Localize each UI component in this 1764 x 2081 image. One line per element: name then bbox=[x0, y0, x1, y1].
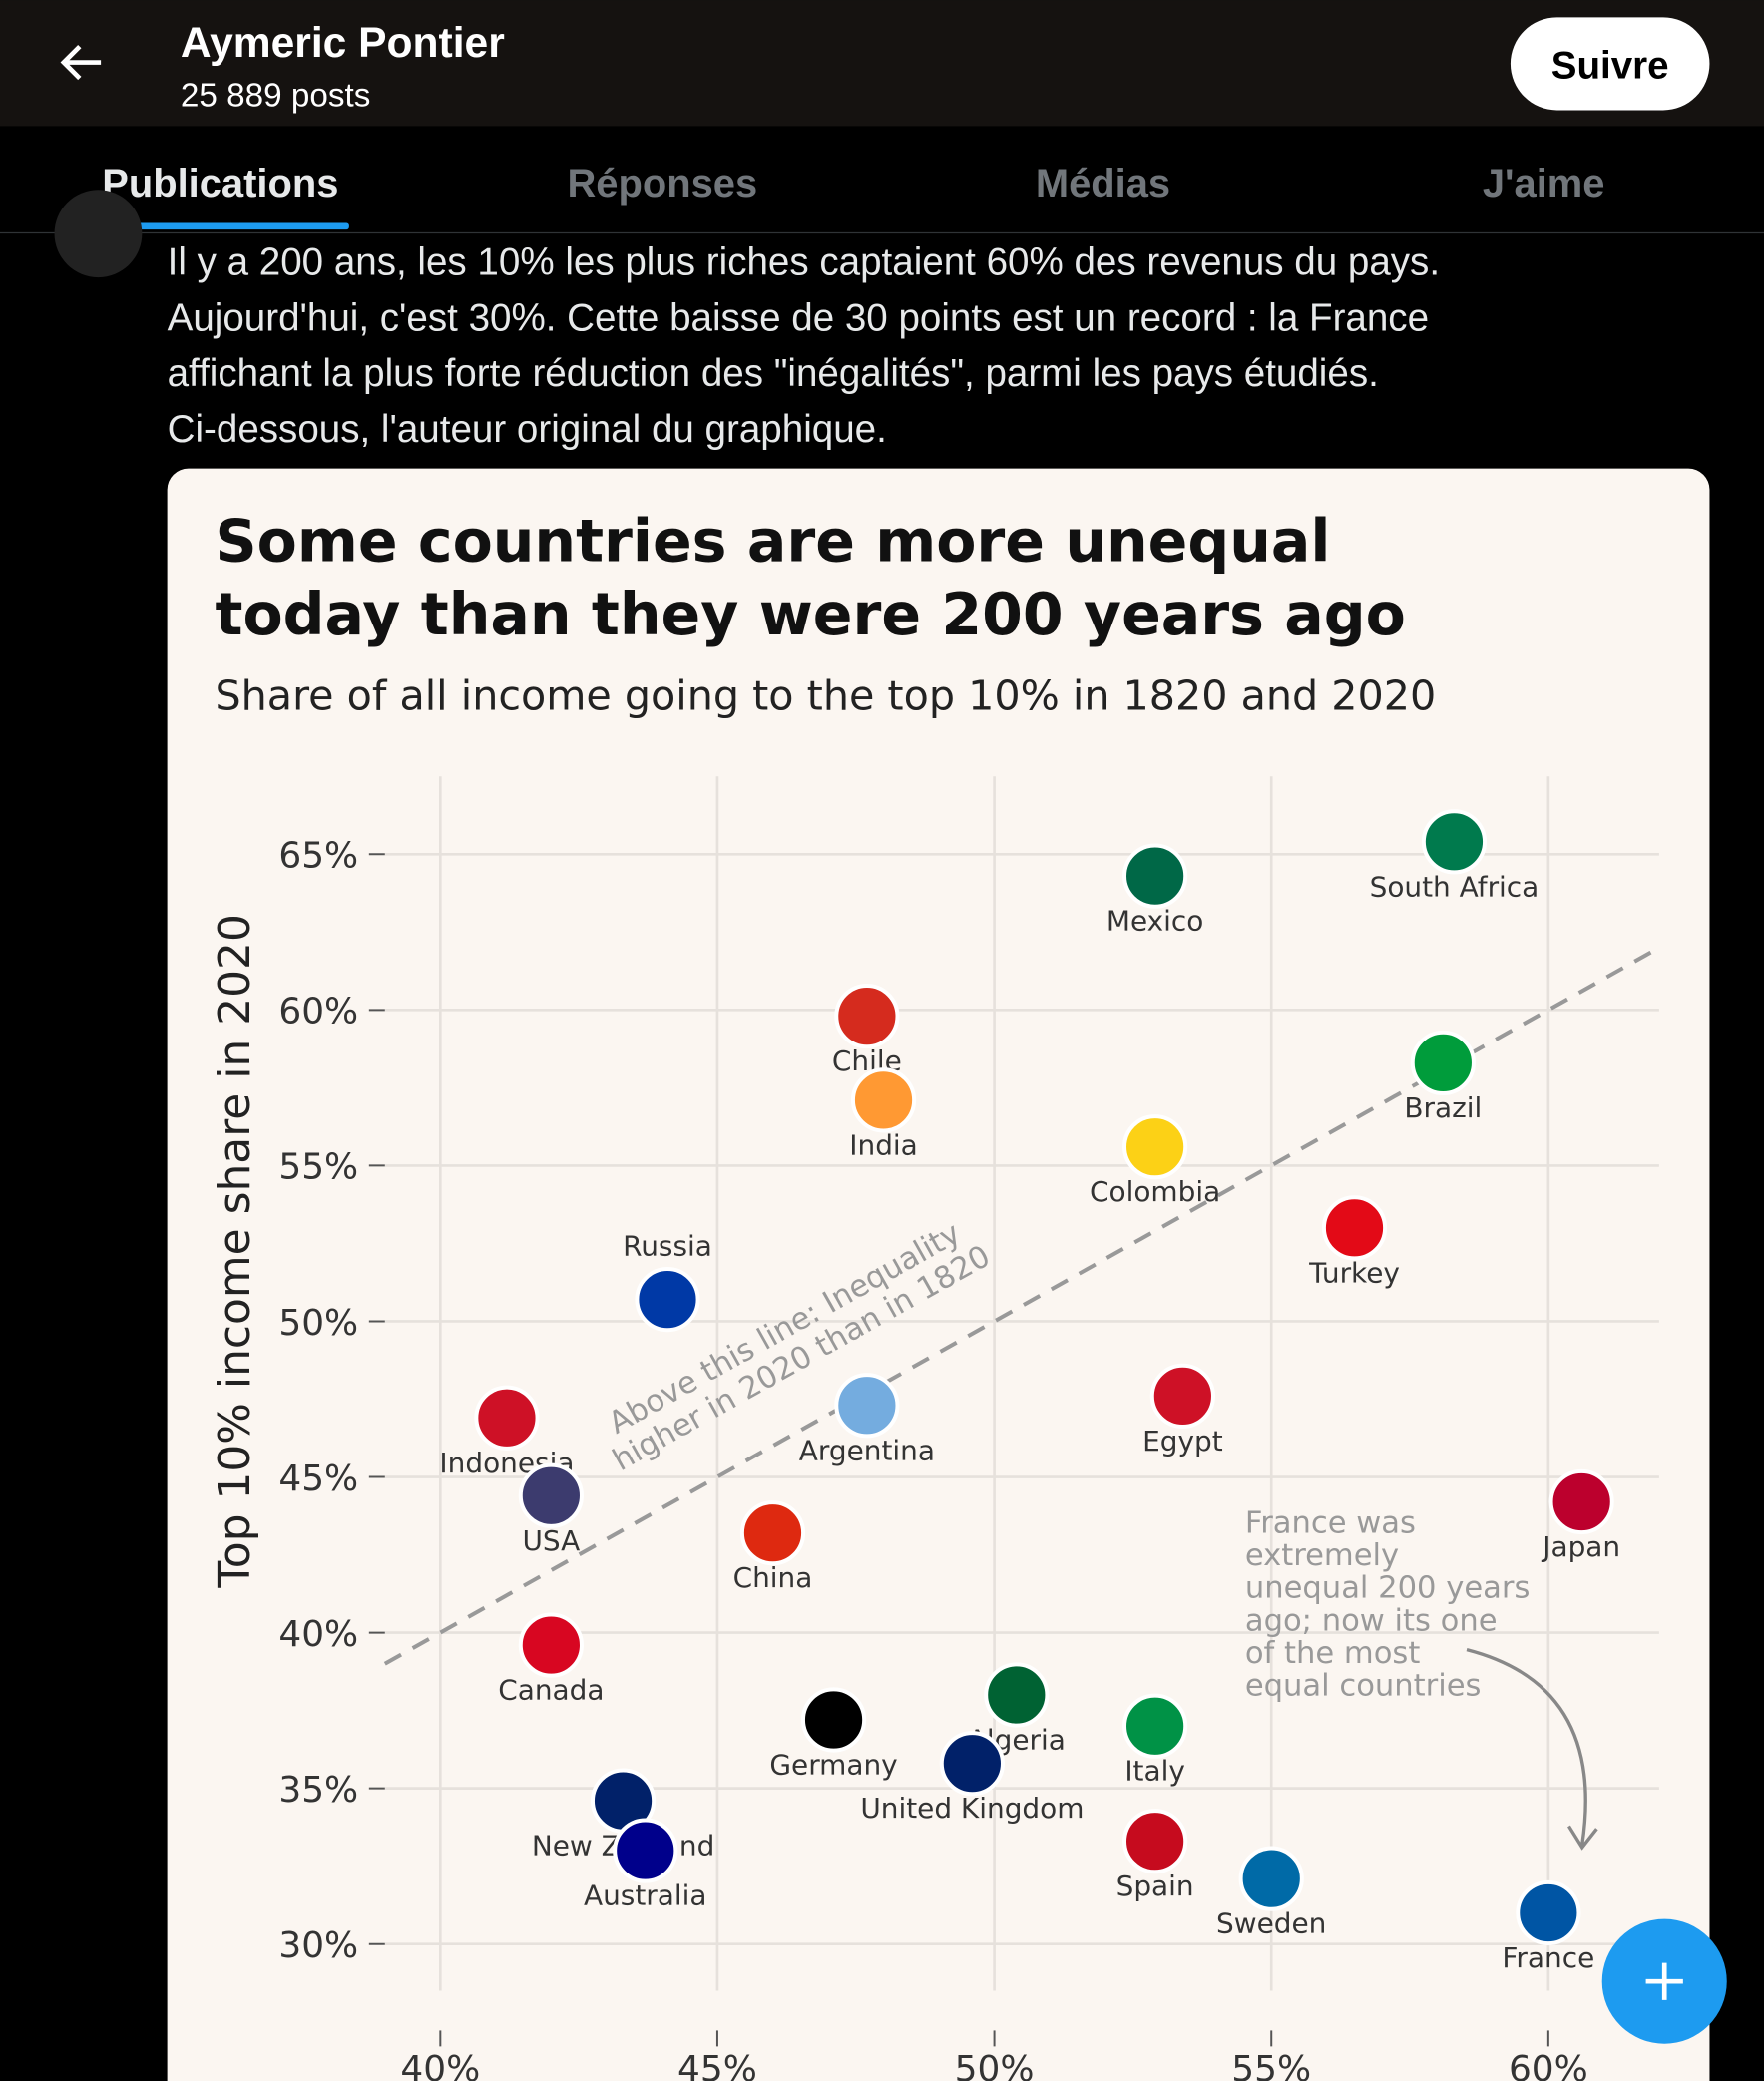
point-label: China bbox=[733, 1561, 813, 1594]
x-tick-label: 40% bbox=[400, 2049, 480, 2081]
flag-marker bbox=[1122, 1693, 1188, 1759]
point-label: India bbox=[849, 1128, 918, 1161]
flag-marker bbox=[1516, 1879, 1581, 1946]
tab[interactable]: Médias bbox=[1036, 162, 1170, 206]
chart-title: today than they were 200 years ago bbox=[216, 581, 1406, 648]
y-tick-label: 40% bbox=[278, 1614, 358, 1655]
point-label: France bbox=[1502, 1941, 1594, 1974]
chart-card[interactable] bbox=[167, 468, 1710, 2081]
flag-marker bbox=[739, 1500, 806, 1566]
y-tick-label: 50% bbox=[278, 1303, 358, 1344]
y-tick-label: 45% bbox=[278, 1458, 358, 1499]
y-tick-label: 65% bbox=[278, 836, 358, 877]
point-label: Japan bbox=[1541, 1530, 1620, 1563]
flag-marker bbox=[1122, 843, 1188, 909]
annotation: equal countries bbox=[1245, 1669, 1482, 1704]
flag-marker bbox=[984, 1662, 1050, 1728]
flag-marker bbox=[474, 1385, 540, 1451]
x-tick-label: 55% bbox=[1231, 2049, 1311, 2081]
flag-marker bbox=[800, 1687, 867, 1753]
flag-marker bbox=[834, 1373, 900, 1439]
annotation: extremely bbox=[1245, 1538, 1399, 1573]
point-label: Italy bbox=[1124, 1755, 1185, 1788]
flag-marker bbox=[1410, 1030, 1476, 1096]
flag-marker bbox=[1421, 809, 1488, 875]
chart-title: Some countries are more unequal bbox=[216, 508, 1331, 576]
x-tick-label: 60% bbox=[1509, 2049, 1588, 2081]
profile-name: Aymeric Pontier bbox=[181, 19, 505, 67]
point-label: South Africa bbox=[1370, 870, 1540, 903]
flag-marker bbox=[834, 984, 900, 1049]
annotation: France was bbox=[1245, 1506, 1416, 1541]
y-axis-label: Top 10% income share in 2020 bbox=[210, 914, 260, 1589]
point-label: Germany bbox=[769, 1749, 897, 1782]
post-text: Ci-dessous, l'auteur original du graphiq… bbox=[168, 408, 887, 451]
follow-label: Suivre bbox=[1551, 45, 1669, 88]
avatar[interactable] bbox=[54, 190, 143, 278]
post-text: affichant la plus forte réduction des "i… bbox=[168, 352, 1379, 395]
post-text: Il y a 200 ans, les 10% les plus riches … bbox=[168, 240, 1440, 283]
annotation: of the most bbox=[1245, 1636, 1421, 1671]
point-label: Canada bbox=[498, 1674, 604, 1707]
flag-marker bbox=[1149, 1363, 1215, 1429]
flag-marker bbox=[518, 1462, 584, 1528]
compose-icon bbox=[1645, 1962, 1683, 2000]
flag-marker bbox=[1238, 1846, 1304, 1911]
flag-marker bbox=[1122, 1809, 1188, 1874]
point-label: United Kingdom bbox=[860, 1792, 1084, 1825]
x-tick-label: 45% bbox=[677, 2049, 757, 2081]
flag-marker bbox=[518, 1612, 584, 1678]
point-label: Australia bbox=[584, 1879, 707, 1912]
chart-subtitle: Share of all income going to the top 10%… bbox=[216, 672, 1437, 720]
point-label: Colombia bbox=[1090, 1175, 1220, 1208]
point-label: Turkey bbox=[1308, 1256, 1400, 1289]
point-label: Argentina bbox=[799, 1434, 935, 1466]
annotation: ago; now its one bbox=[1245, 1603, 1498, 1638]
flag-marker bbox=[850, 1067, 917, 1133]
y-tick-label: 30% bbox=[278, 1925, 358, 1966]
point-label: Mexico bbox=[1106, 905, 1204, 938]
follow-button[interactable] bbox=[1510, 17, 1710, 111]
post-text: Aujourd'hui, c'est 30%. Cette baisse de … bbox=[168, 296, 1429, 339]
flag-marker bbox=[613, 1818, 678, 1883]
point-label: Russia bbox=[623, 1230, 712, 1263]
y-tick-label: 35% bbox=[278, 1770, 358, 1811]
point-label: Egypt bbox=[1142, 1425, 1223, 1457]
annotation-arrow bbox=[1466, 1648, 1598, 1851]
point-label: Brazil bbox=[1404, 1091, 1482, 1124]
flag-marker bbox=[1122, 1114, 1188, 1180]
flag-marker bbox=[939, 1731, 1005, 1797]
point-label: Sweden bbox=[1216, 1907, 1326, 1940]
annotation: unequal 200 years bbox=[1245, 1571, 1531, 1606]
point-label: USA bbox=[522, 1524, 580, 1557]
y-tick-label: 60% bbox=[278, 992, 358, 1033]
post-count: 25 889 posts bbox=[181, 77, 370, 114]
flag-marker bbox=[1548, 1468, 1614, 1535]
header-bg bbox=[0, 0, 1764, 127]
y-tick-label: 55% bbox=[278, 1147, 358, 1188]
tab[interactable]: Publications bbox=[102, 162, 338, 206]
tab[interactable]: J'aime bbox=[1483, 162, 1605, 206]
x-tick-label: 50% bbox=[955, 2049, 1035, 2081]
back-button[interactable] bbox=[60, 44, 102, 81]
tab[interactable]: Réponses bbox=[568, 162, 758, 206]
tab-indicator bbox=[93, 222, 349, 230]
point-label: Spain bbox=[1116, 1870, 1194, 1902]
flag-marker bbox=[635, 1267, 700, 1333]
flag-marker bbox=[1321, 1195, 1388, 1261]
